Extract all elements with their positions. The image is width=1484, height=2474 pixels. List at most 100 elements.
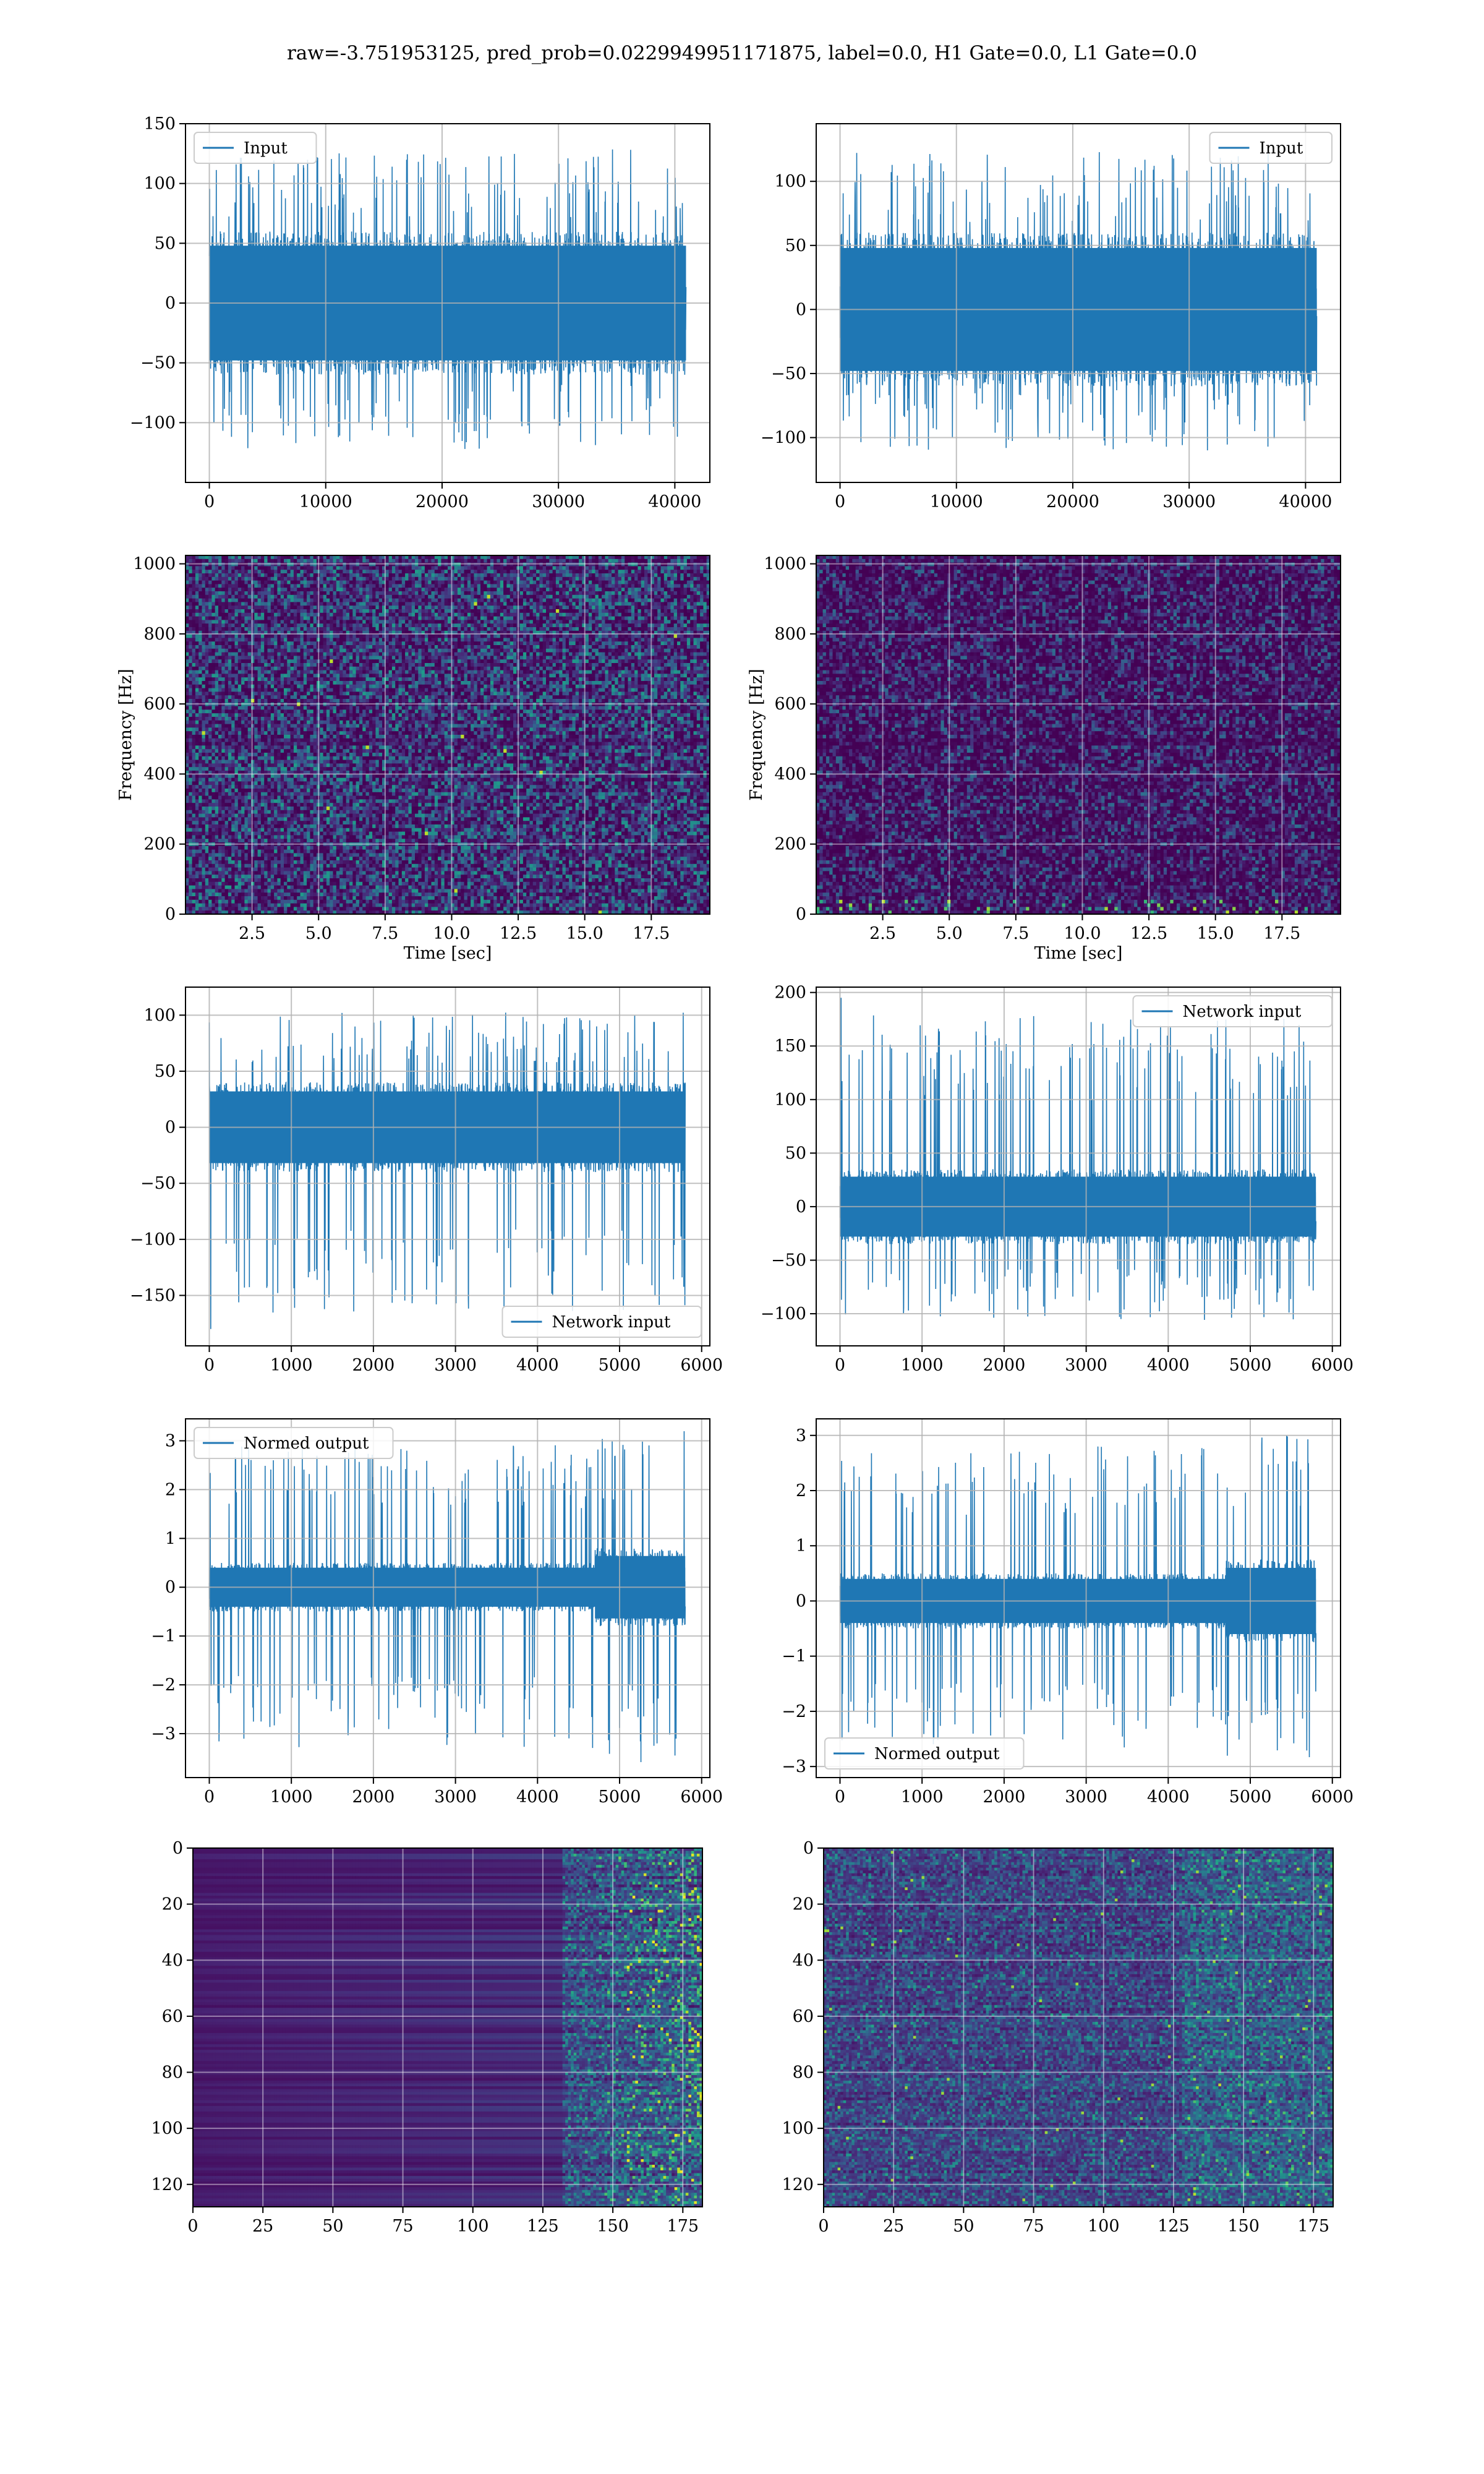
heatmap-cell xyxy=(189,606,192,609)
heatmap-cell xyxy=(664,595,668,599)
heatmap-cell xyxy=(438,584,441,588)
heatmap-cell xyxy=(556,563,560,567)
heatmap-cell xyxy=(274,606,278,609)
heatmap-cell xyxy=(589,566,592,570)
heatmap-cell xyxy=(231,584,235,588)
heatmap-cell xyxy=(218,566,222,570)
heatmap-cell xyxy=(238,623,242,627)
heatmap-cell xyxy=(274,602,278,606)
heatmap-cell xyxy=(523,570,527,573)
heatmap-cell xyxy=(500,563,504,567)
heatmap-cell xyxy=(195,563,199,567)
heatmap-cell xyxy=(392,635,396,638)
heatmap-cell xyxy=(235,606,239,609)
heatmap-cell xyxy=(586,623,589,627)
heatmap-cell xyxy=(405,602,409,606)
heatmap-cell xyxy=(208,663,212,667)
heatmap-cell xyxy=(402,591,406,595)
heatmap-cell xyxy=(684,617,688,620)
heatmap-cell xyxy=(520,570,524,573)
heatmap-cell xyxy=(621,656,625,659)
heatmap-cell xyxy=(352,588,356,591)
heatmap-cell xyxy=(700,659,704,663)
heatmap-cell xyxy=(254,635,258,638)
heatmap-cell xyxy=(432,559,435,563)
heatmap-cell xyxy=(506,573,510,577)
heatmap-cell xyxy=(268,584,271,588)
heatmap-cell xyxy=(389,591,393,595)
heatmap-cell xyxy=(362,638,366,641)
heatmap-cell xyxy=(385,588,389,591)
heatmap-cell xyxy=(576,613,579,617)
heatmap-cell xyxy=(294,635,297,638)
heatmap-cell xyxy=(572,627,576,631)
heatmap-cell xyxy=(235,573,239,577)
heatmap-cell xyxy=(556,577,560,581)
heatmap-cell xyxy=(628,577,632,581)
heatmap-cell xyxy=(268,609,271,613)
heatmap-cell xyxy=(477,645,481,649)
heatmap-cell xyxy=(198,573,202,577)
heatmap-cell xyxy=(231,653,235,656)
heatmap-cell xyxy=(690,588,694,591)
heatmap-cell xyxy=(218,635,222,638)
heatmap-cell xyxy=(589,588,592,591)
heatmap-cell xyxy=(523,638,527,641)
heatmap-cell xyxy=(467,656,471,659)
heatmap-cell xyxy=(448,635,451,638)
heatmap-cell xyxy=(284,663,288,667)
heatmap-cell xyxy=(313,649,317,653)
heatmap-cell xyxy=(526,581,530,584)
heatmap-cell xyxy=(320,617,323,620)
heatmap-cell xyxy=(235,638,239,641)
heatmap-cell xyxy=(399,581,403,584)
heatmap-cell xyxy=(225,641,229,645)
heatmap-cell xyxy=(477,649,481,653)
heatmap-cell xyxy=(307,563,310,567)
heatmap-cell xyxy=(339,573,343,577)
heatmap-cell xyxy=(271,595,275,599)
heatmap-cell xyxy=(254,570,258,573)
heatmap-cell xyxy=(231,566,235,570)
heatmap-cell xyxy=(375,595,379,599)
heatmap-cell xyxy=(313,609,317,613)
heatmap-cell xyxy=(405,656,409,659)
heatmap-cell xyxy=(589,656,592,659)
heatmap-cell xyxy=(467,581,471,584)
heatmap-cell xyxy=(559,627,563,631)
heatmap-cell xyxy=(202,609,206,613)
heatmap-cell xyxy=(215,659,219,663)
heatmap-cell xyxy=(349,570,353,573)
heatmap-cell xyxy=(490,602,494,606)
heatmap-cell xyxy=(261,588,265,591)
heatmap-cell xyxy=(313,581,317,584)
heatmap-cell xyxy=(428,613,432,617)
heatmap-cell xyxy=(415,577,419,581)
heatmap-cell xyxy=(261,584,265,588)
heatmap-cell xyxy=(408,581,412,584)
heatmap-cell xyxy=(572,649,576,653)
heatmap-cell xyxy=(615,620,618,623)
heatmap-cell xyxy=(310,609,313,613)
heatmap-cell xyxy=(195,649,199,653)
heatmap-cell xyxy=(592,645,595,649)
heatmap-cell xyxy=(674,595,678,599)
heatmap-cell xyxy=(559,570,563,573)
heatmap-cell xyxy=(412,638,416,641)
heatmap-cell xyxy=(490,563,494,567)
heatmap-cell xyxy=(454,656,458,659)
heatmap-cell xyxy=(415,620,419,623)
heatmap-cell xyxy=(697,599,701,602)
heatmap-cell xyxy=(520,641,524,645)
heatmap-cell xyxy=(586,617,589,620)
heatmap-cell xyxy=(323,620,327,623)
heatmap-cell xyxy=(435,659,438,663)
heatmap-cell xyxy=(700,649,704,653)
heatmap-cell xyxy=(628,645,632,649)
heatmap-cell xyxy=(326,591,330,595)
heatmap-cell xyxy=(454,659,458,663)
heatmap-cell xyxy=(661,656,665,659)
heatmap-cell xyxy=(208,653,212,656)
heatmap-cell xyxy=(618,570,622,573)
